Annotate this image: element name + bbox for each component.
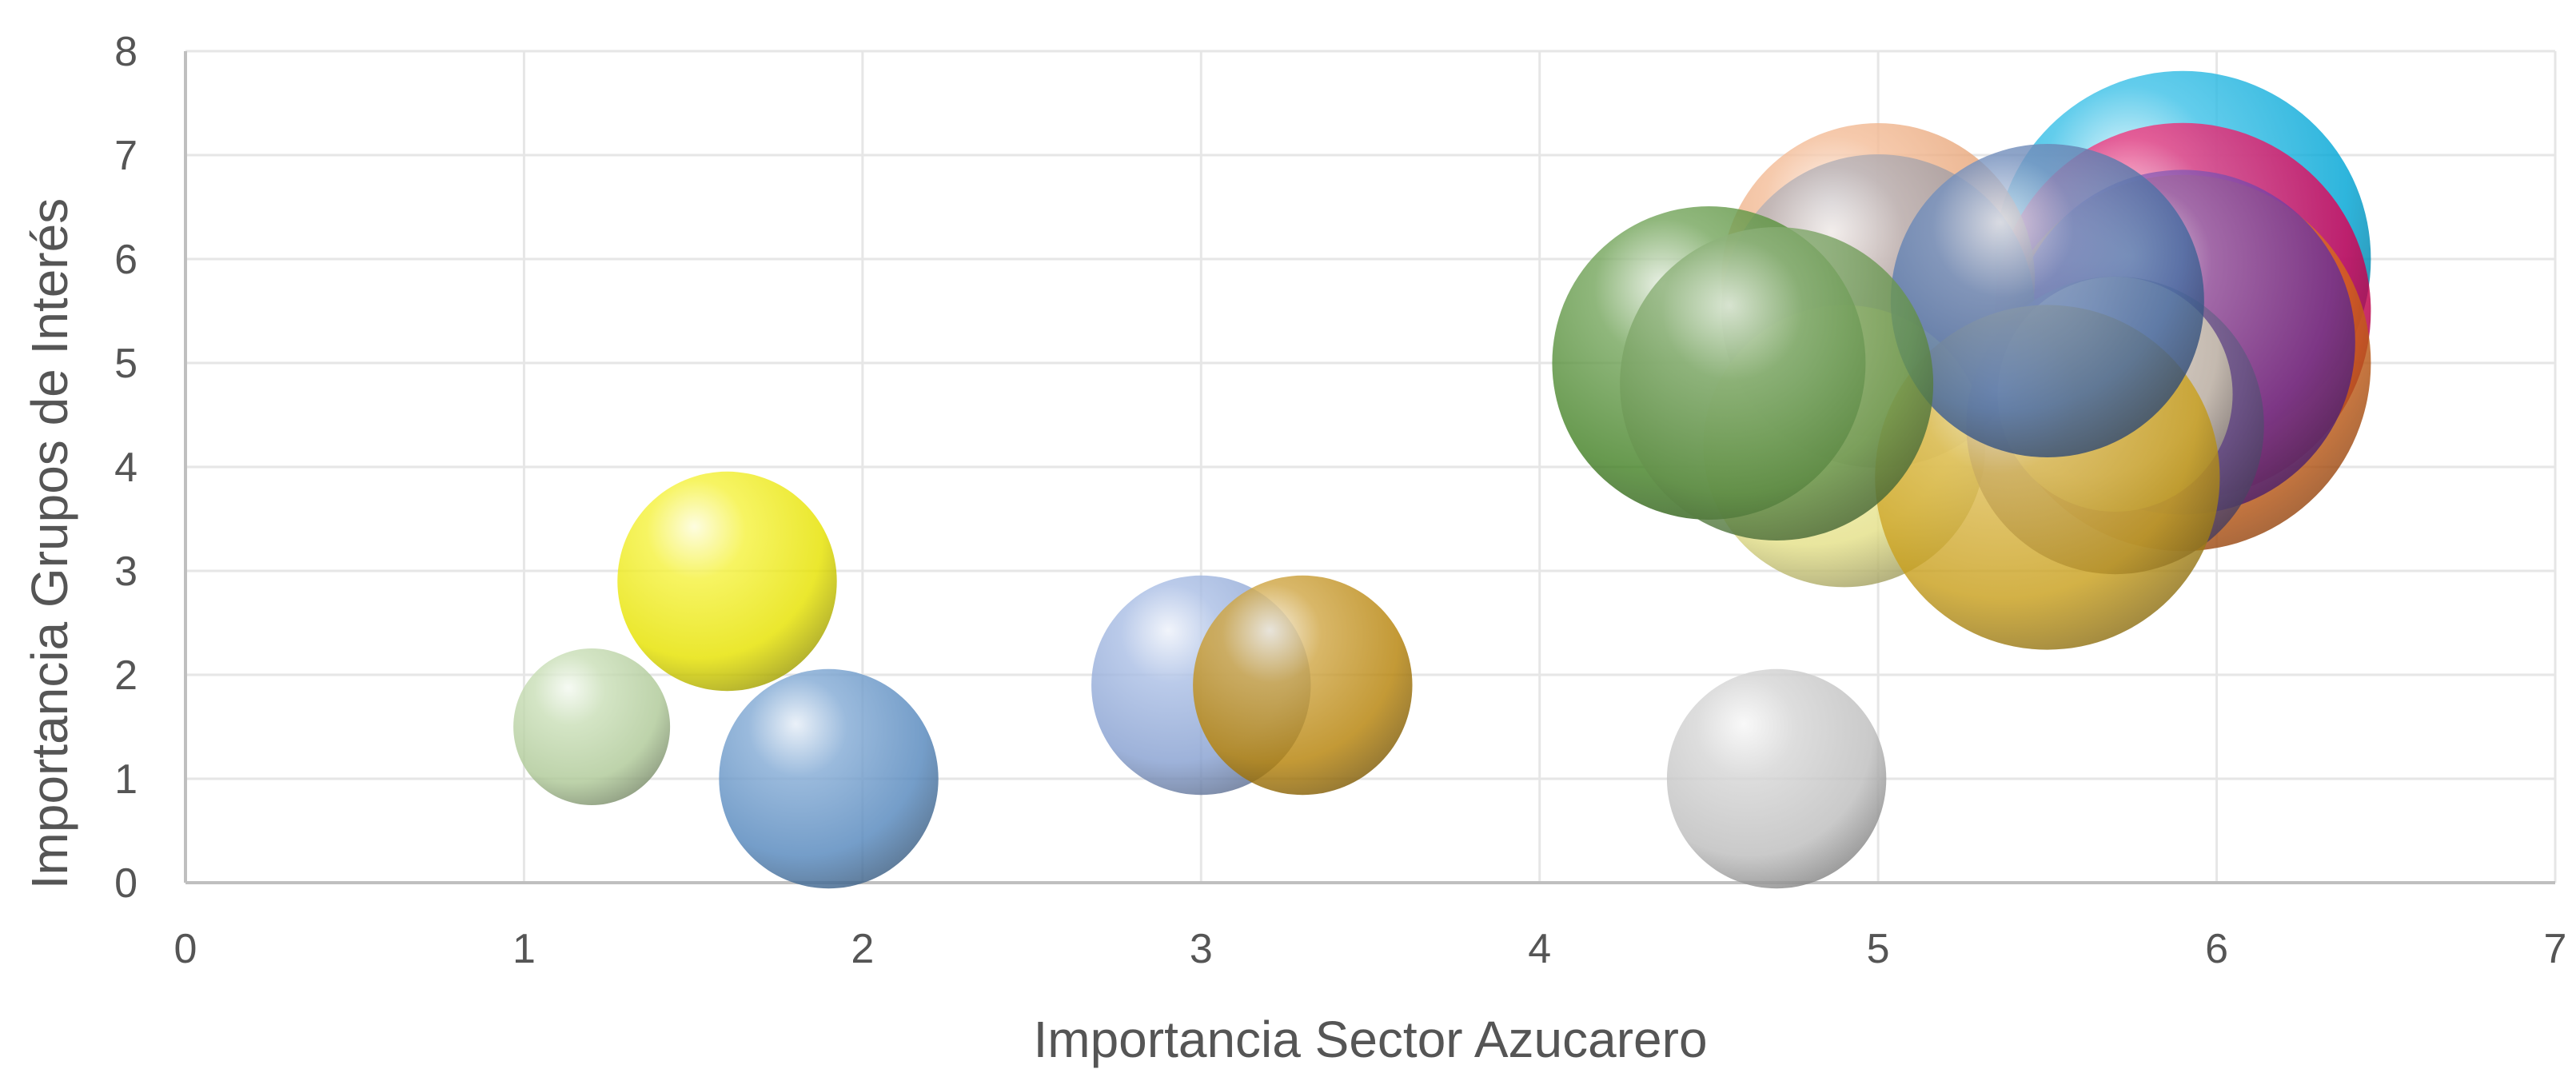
bubbles [513,70,2371,889]
y-tick-label: 1 [114,756,138,803]
y-tick-label: 6 [114,237,138,283]
y-axis-title: Importancia Grupos de Interés [21,198,78,889]
x-axis-title: Importancia Sector Azucarero [1033,1011,1707,1068]
x-tick-label: 1 [512,926,536,972]
y-tick-label: 0 [114,860,138,907]
bubble-point [1890,144,2204,457]
x-tick-label: 7 [2544,926,2567,972]
bubble-point [1193,575,1413,796]
bubble-point [1620,227,1934,540]
x-tick-label: 3 [1190,926,1213,972]
y-tick-label: 7 [114,133,138,179]
bubble-point [513,648,671,805]
y-tick-label: 8 [114,29,138,75]
bubble-point [1666,668,1887,889]
y-tick-label: 3 [114,548,138,595]
x-tick-label: 4 [1528,926,1551,972]
x-tick-label: 0 [174,926,197,972]
x-tick-label: 6 [2205,926,2228,972]
y-tick-label: 4 [114,445,138,491]
x-tick-label: 2 [851,926,874,972]
x-tick-label: 5 [1867,926,1890,972]
y-tick-label: 2 [114,652,138,699]
y-tick-label: 5 [114,341,138,387]
tick-labels: 0 1 2 3 4 5 6 7 0 1 2 3 4 5 6 7 8 [114,29,2566,972]
axes [184,51,2555,884]
bubble-point [719,668,939,889]
bubble-point [617,471,837,692]
